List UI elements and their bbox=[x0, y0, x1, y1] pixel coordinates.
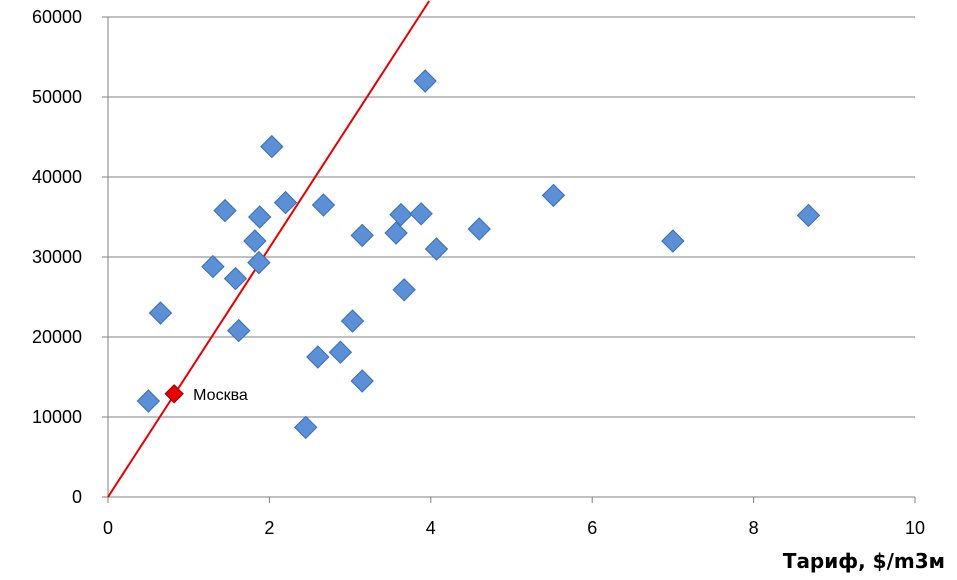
data-point bbox=[248, 205, 272, 229]
data-point bbox=[340, 309, 365, 333]
plot-area: Москва bbox=[107, 0, 821, 498]
axes bbox=[102, 16, 916, 503]
highlight-point bbox=[164, 384, 184, 404]
data-point bbox=[311, 193, 336, 217]
highlight-label: Москва bbox=[193, 387, 248, 404]
x-tick-label: 4 bbox=[426, 518, 436, 538]
data-point bbox=[247, 250, 271, 275]
data-point bbox=[213, 198, 237, 223]
data-point bbox=[148, 301, 173, 325]
y-tick-label: 10000 bbox=[32, 407, 82, 427]
y-tick-labels: 0 10000 20000 30000 40000 50000 60000 bbox=[32, 7, 82, 507]
data-point bbox=[136, 389, 161, 413]
y-tick-label: 50000 bbox=[32, 87, 82, 107]
data-point bbox=[201, 254, 225, 279]
data-point bbox=[243, 229, 267, 253]
data-point bbox=[223, 266, 248, 291]
data-point bbox=[424, 237, 449, 261]
x-tick-label: 10 bbox=[905, 518, 925, 538]
data-point bbox=[541, 183, 566, 208]
y-tick-label: 0 bbox=[72, 487, 82, 507]
trendline bbox=[107, 0, 431, 498]
y-tick-label: 60000 bbox=[32, 7, 82, 27]
data-point bbox=[661, 229, 685, 253]
data-point bbox=[227, 318, 251, 343]
data-point bbox=[413, 69, 437, 93]
x-tick-label: 2 bbox=[264, 518, 274, 538]
data-point bbox=[467, 217, 491, 241]
data-point bbox=[392, 278, 416, 302]
data-point bbox=[273, 190, 298, 215]
data-point bbox=[306, 345, 330, 369]
data-point bbox=[328, 340, 353, 364]
data-point bbox=[350, 369, 374, 393]
data-point bbox=[294, 415, 318, 440]
y-tick-label: 30000 bbox=[32, 247, 82, 267]
x-tick-labels: 0 2 4 6 8 10 bbox=[103, 518, 925, 538]
x-tick-label: 0 bbox=[103, 518, 113, 538]
data-point bbox=[384, 221, 408, 245]
data-point bbox=[389, 202, 413, 227]
y-tick-label: 20000 bbox=[32, 327, 82, 347]
y-tick-label: 40000 bbox=[32, 167, 82, 187]
x-axis-label: Тариф, $/m3м bbox=[783, 549, 945, 573]
x-tick-label: 8 bbox=[749, 518, 759, 538]
data-point bbox=[409, 202, 433, 226]
data-point bbox=[350, 223, 374, 248]
data-point bbox=[260, 134, 284, 159]
x-tick-label: 6 bbox=[587, 518, 597, 538]
data-point bbox=[796, 203, 821, 228]
